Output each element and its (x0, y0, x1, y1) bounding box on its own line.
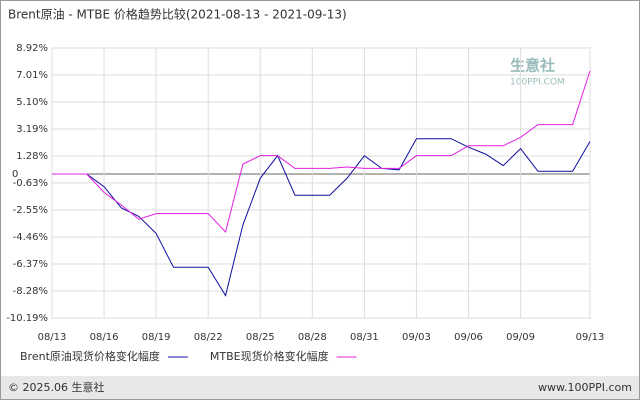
series-line (52, 138, 591, 297)
x-tick-label: 09/09 (506, 332, 535, 343)
x-tick-label: 08/22 (194, 332, 223, 343)
y-tick-label: -2.55% (13, 205, 48, 216)
y-tick-label: 0 (12, 169, 18, 180)
x-tick-label: 09/06 (454, 332, 483, 343)
footer-right: www.100PPI.com (538, 381, 632, 394)
y-tick-label: -0.63% (13, 178, 48, 189)
footer-left: © 2025.06 生意社 (8, 380, 104, 394)
y-tick-label: 3.19% (16, 124, 48, 135)
x-tick-label: 09/03 (402, 332, 431, 343)
y-tick-label: -8.28% (13, 286, 48, 297)
y-tick-label: 8.92% (16, 43, 48, 54)
y-tick-label: 1.28% (16, 151, 48, 162)
watermark-sub: 100PPI.COM (510, 78, 565, 88)
y-tick-label: 7.01% (16, 70, 48, 81)
x-tick-label: 09/13 (576, 332, 605, 343)
x-tick-label: 08/25 (246, 332, 275, 343)
legend-label: MTBE现货价格变化幅度 (210, 349, 329, 363)
watermark: 生意社 (510, 57, 555, 75)
x-tick-label: 08/16 (90, 332, 119, 343)
x-tick-label: 08/13 (38, 332, 67, 343)
footer-bar (1, 376, 639, 399)
x-tick-label: 08/19 (142, 332, 171, 343)
y-tick-label: 5.10% (16, 97, 48, 108)
series-line (52, 70, 591, 233)
y-tick-label: -6.37% (13, 259, 48, 270)
x-tick-label: 08/28 (298, 332, 327, 343)
chart-title: Brent原油 - MTBE 价格趋势比较(2021-08-13 - 2021-… (8, 7, 347, 22)
legend-label: Brent原油现货价格变化幅度 (20, 349, 160, 363)
y-tick-label: -4.46% (13, 232, 48, 243)
x-tick-label: 08/31 (350, 332, 379, 343)
y-tick-label: -10.19% (6, 313, 48, 324)
